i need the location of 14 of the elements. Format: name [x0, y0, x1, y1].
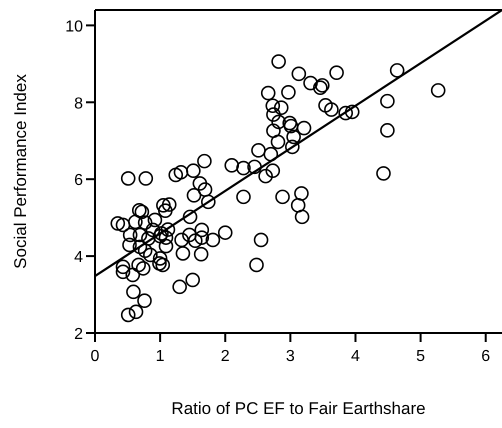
x-tick-label: 4 [351, 348, 360, 365]
y-axis-title: Social Performance Index [11, 74, 30, 269]
y-tick-label: 2 [74, 326, 84, 343]
x-tick-label: 0 [90, 348, 100, 365]
y-tick-label: 10 [65, 18, 84, 36]
y-tick-label: 6 [74, 172, 84, 190]
x-axis-title: Ratio of PC EF to Fair Earthshare [171, 399, 426, 418]
x-tick-label: 1 [156, 348, 165, 365]
x-tick-label: 6 [481, 348, 490, 365]
x-tick-label: 2 [220, 348, 230, 365]
x-tick-label: 3 [286, 348, 295, 365]
y-tick-label: 8 [74, 95, 84, 112]
y-tick-label: 4 [74, 249, 84, 266]
x-tick-label: 5 [416, 348, 426, 365]
